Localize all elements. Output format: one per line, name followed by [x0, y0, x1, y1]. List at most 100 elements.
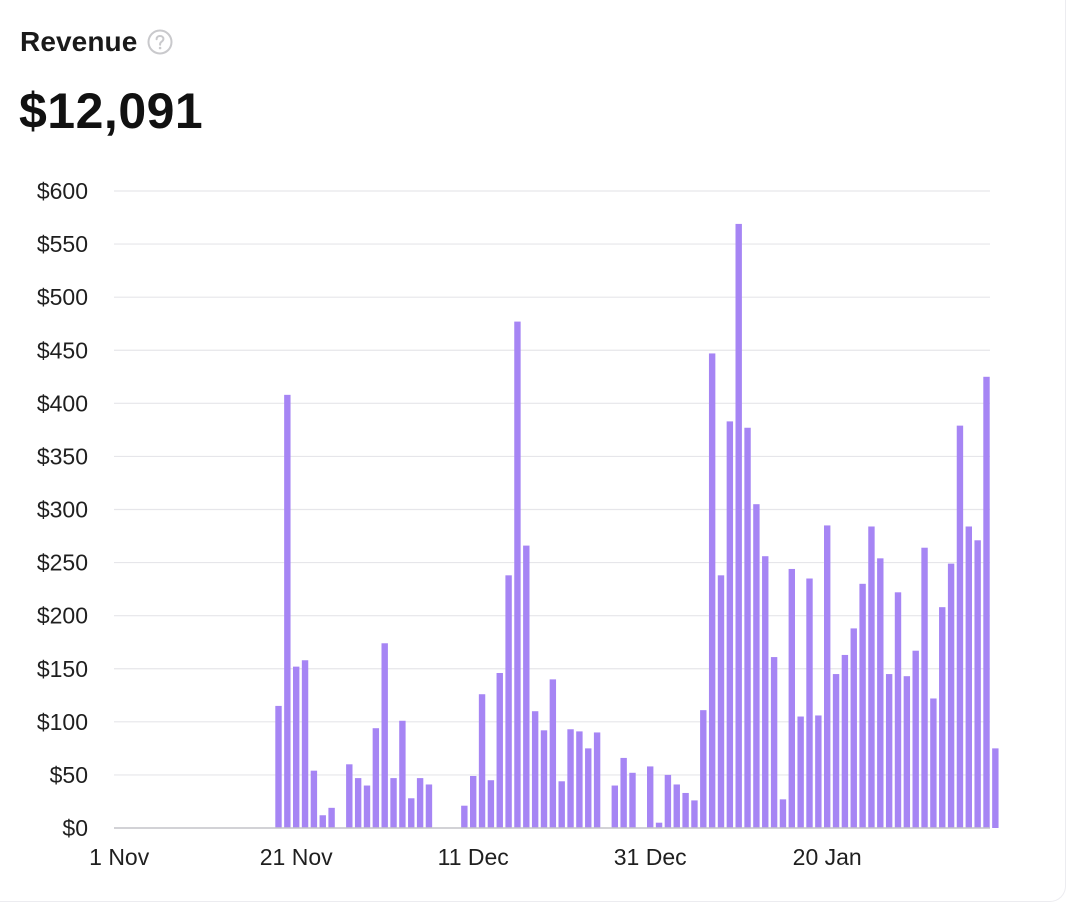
bar[interactable]: [399, 720, 406, 828]
bar[interactable]: [868, 526, 875, 828]
y-tick-label: $600: [37, 178, 88, 204]
y-tick-label: $150: [37, 656, 88, 682]
y-tick-label: $50: [50, 762, 88, 788]
x-tick-label: 11 Dec: [438, 844, 509, 870]
y-tick-label: $0: [62, 815, 88, 841]
bar[interactable]: [346, 764, 353, 828]
bar[interactable]: [390, 778, 397, 828]
bar[interactable]: [549, 679, 557, 828]
bar[interactable]: [673, 784, 680, 828]
x-axis-labels: 1 Nov 21 Nov 11 Dec 31 Dec 20 Jan: [89, 844, 862, 870]
bar[interactable]: [912, 650, 919, 828]
bar[interactable]: [700, 710, 707, 828]
bar[interactable]: [974, 540, 981, 828]
bar[interactable]: [567, 729, 574, 828]
bar[interactable]: [540, 730, 548, 828]
x-tick-label: 31 Dec: [614, 844, 687, 870]
bar[interactable]: [983, 376, 990, 828]
bar[interactable]: [372, 728, 380, 828]
y-tick-label: $200: [37, 603, 88, 629]
bar[interactable]: [691, 800, 698, 828]
bar[interactable]: [779, 799, 787, 828]
bar[interactable]: [956, 425, 964, 828]
bars: [275, 223, 999, 828]
bar[interactable]: [425, 784, 433, 828]
bar[interactable]: [921, 547, 928, 828]
bar[interactable]: [682, 792, 689, 828]
bar[interactable]: [523, 545, 530, 828]
x-tick-label: 1 Nov: [89, 844, 150, 870]
bar[interactable]: [965, 526, 972, 828]
bar[interactable]: [558, 781, 565, 828]
bar[interactable]: [930, 698, 937, 828]
bar[interactable]: [496, 672, 503, 828]
bar[interactable]: [859, 583, 866, 828]
bar[interactable]: [284, 394, 291, 828]
bar[interactable]: [877, 558, 884, 828]
bar[interactable]: [744, 427, 751, 828]
bar[interactable]: [770, 657, 778, 828]
bar[interactable]: [850, 628, 857, 828]
y-tick-label: $350: [37, 443, 88, 469]
bar[interactable]: [408, 798, 415, 828]
bar[interactable]: [611, 785, 618, 828]
bar[interactable]: [363, 785, 371, 828]
bar[interactable]: [461, 805, 468, 828]
x-tick-label: 20 Jan: [793, 844, 862, 870]
bar[interactable]: [354, 778, 362, 828]
bar[interactable]: [593, 732, 601, 828]
bar[interactable]: [514, 321, 521, 828]
y-tick-label: $300: [37, 497, 88, 523]
bar[interactable]: [647, 766, 654, 828]
bar[interactable]: [478, 694, 486, 828]
bar[interactable]: [416, 778, 424, 828]
bar[interactable]: [815, 715, 822, 828]
bar[interactable]: [726, 421, 734, 828]
bar[interactable]: [664, 774, 672, 828]
revenue-total: $12,091: [19, 83, 204, 139]
bar[interactable]: [381, 643, 388, 828]
bar[interactable]: [753, 504, 760, 828]
bar[interactable]: [762, 556, 769, 828]
bar[interactable]: [585, 748, 592, 828]
bar[interactable]: [797, 716, 804, 828]
bar[interactable]: [487, 780, 495, 828]
bar[interactable]: [470, 775, 477, 828]
bar[interactable]: [629, 772, 636, 828]
bar[interactable]: [708, 353, 716, 828]
bar[interactable]: [328, 807, 335, 828]
y-tick-label: $250: [37, 550, 88, 576]
bar[interactable]: [301, 660, 309, 828]
bar[interactable]: [841, 654, 849, 828]
bar[interactable]: [576, 731, 583, 828]
bar[interactable]: [832, 674, 840, 828]
bar[interactable]: [310, 770, 318, 828]
y-tick-label: $550: [37, 231, 88, 257]
bar[interactable]: [319, 815, 326, 828]
x-tick-label: 21 Nov: [260, 844, 333, 870]
bar[interactable]: [620, 757, 627, 828]
bar[interactable]: [655, 822, 663, 828]
y-tick-label: $400: [37, 390, 88, 416]
bar[interactable]: [939, 607, 946, 828]
bar[interactable]: [735, 223, 742, 828]
bar[interactable]: [806, 578, 813, 828]
y-axis-labels: $0 $50 $100 $150 $200 $250 $300 $350 $400 $450 $50…: [37, 178, 88, 841]
question-circle-icon[interactable]: [147, 29, 173, 55]
bar[interactable]: [903, 676, 911, 828]
bar[interactable]: [275, 705, 282, 828]
bar[interactable]: [531, 711, 539, 828]
bar[interactable]: [992, 748, 999, 828]
bar[interactable]: [293, 666, 300, 828]
y-tick-label: $100: [37, 709, 88, 735]
bar[interactable]: [894, 592, 902, 828]
bar[interactable]: [788, 568, 795, 828]
bar[interactable]: [885, 674, 893, 828]
bar[interactable]: [947, 563, 955, 828]
card-title: Revenue: [20, 26, 138, 57]
bar[interactable]: [824, 525, 831, 828]
bar[interactable]: [505, 575, 512, 828]
bar[interactable]: [717, 575, 725, 828]
